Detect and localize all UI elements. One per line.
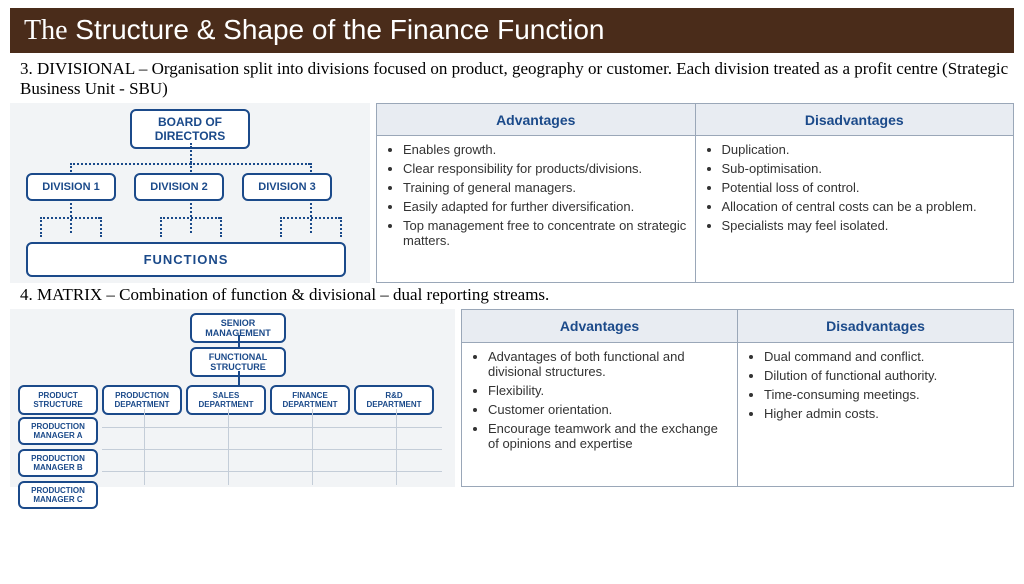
section3-text: 3. DIVISIONAL – Organisation split into … — [0, 57, 1024, 103]
t2-h1: Advantages — [462, 310, 738, 343]
mgr-col: PRODUCTION MANAGER A PRODUCTION MANAGER … — [18, 417, 98, 509]
div2-node: DIVISION 2 — [134, 173, 224, 201]
dept3: FINANCE DEPARTMENT — [270, 385, 350, 415]
div3-node: DIVISION 3 — [242, 173, 332, 201]
title-rest: Structure & Shape of the Finance Functio… — [68, 14, 605, 45]
t2-dis-cell: Dual command and conflict. Dilution of f… — [738, 342, 1014, 486]
mgr2: PRODUCTION MANAGER C — [18, 481, 98, 509]
t1-h1: Advantages — [377, 104, 696, 136]
t1-h2: Disadvantages — [695, 104, 1014, 136]
dept1: PRODUCTION DEPARTMENT — [102, 385, 182, 415]
dept-row: PRODUCT STRUCTURE PRODUCTION DEPARTMENT … — [18, 385, 434, 415]
dept2: SALES DEPARTMENT — [186, 385, 266, 415]
mgr1: PRODUCTION MANAGER B — [18, 449, 98, 477]
row-matrix: SENIOR MANAGEMENT FUNCTIONAL STRUCTURE P… — [0, 309, 1024, 487]
t2-h2: Disadvantages — [738, 310, 1014, 343]
section4-text: 4. MATRIX – Combination of function & di… — [0, 283, 1024, 309]
t2-dis-list: Dual command and conflict. Dilution of f… — [746, 349, 1005, 421]
matrix-table: AdvantagesDisadvantages Advantages of bo… — [461, 309, 1014, 487]
division-row: DIVISION 1 DIVISION 2 DIVISION 3 — [26, 173, 332, 201]
t2-adv-list: Advantages of both functional and divisi… — [470, 349, 729, 451]
dept4: R&D DEPARTMENT — [354, 385, 434, 415]
row-divisional: BOARD OF DIRECTORS DIVISION 1 DIVISION 2… — [0, 103, 1024, 283]
dept0: PRODUCT STRUCTURE — [18, 385, 98, 415]
t2-adv-cell: Advantages of both functional and divisi… — [462, 342, 738, 486]
t1-adv-list: Enables growth. Clear responsibility for… — [385, 142, 687, 248]
page-title: The Structure & Shape of the Finance Fun… — [10, 8, 1014, 53]
title-the: The — [24, 15, 68, 46]
functions-node: FUNCTIONS — [26, 242, 346, 277]
t1-dis-cell: Duplication. Sub-optimisation. Potential… — [695, 136, 1014, 283]
divisional-diagram: BOARD OF DIRECTORS DIVISION 1 DIVISION 2… — [10, 103, 370, 283]
mgr0: PRODUCTION MANAGER A — [18, 417, 98, 445]
div1-node: DIVISION 1 — [26, 173, 116, 201]
divisional-table: AdvantagesDisadvantages Enables growth. … — [376, 103, 1014, 283]
t1-adv-cell: Enables growth. Clear responsibility for… — [377, 136, 696, 283]
matrix-diagram: SENIOR MANAGEMENT FUNCTIONAL STRUCTURE P… — [10, 309, 455, 487]
t1-dis-list: Duplication. Sub-optimisation. Potential… — [704, 142, 1006, 233]
